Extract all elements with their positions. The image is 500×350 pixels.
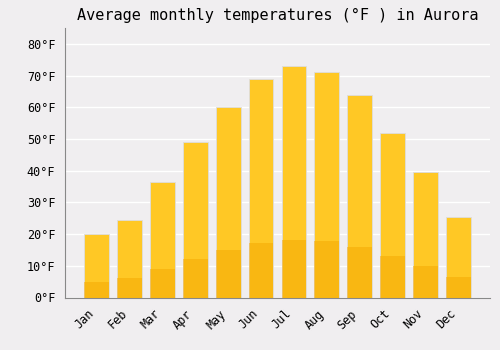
Bar <box>216 107 240 298</box>
Bar <box>380 133 405 298</box>
Bar <box>380 256 405 298</box>
Bar <box>183 259 208 298</box>
Bar <box>413 172 438 298</box>
Bar <box>413 266 438 298</box>
Bar <box>117 220 142 298</box>
Bar <box>314 241 339 298</box>
Bar <box>348 94 372 298</box>
Bar <box>216 250 240 298</box>
Bar <box>348 247 372 298</box>
Bar <box>282 66 306 298</box>
Bar <box>248 79 274 298</box>
Bar <box>183 142 208 298</box>
Bar <box>248 243 274 298</box>
Bar <box>150 182 174 298</box>
Bar <box>84 282 109 298</box>
Bar <box>446 277 470 297</box>
Bar <box>282 240 306 298</box>
Bar <box>117 278 142 298</box>
Bar <box>84 234 109 298</box>
Bar <box>314 72 339 298</box>
Title: Average monthly temperatures (°F ) in Aurora: Average monthly temperatures (°F ) in Au… <box>77 8 478 23</box>
Bar <box>150 268 174 298</box>
Bar <box>446 217 470 298</box>
